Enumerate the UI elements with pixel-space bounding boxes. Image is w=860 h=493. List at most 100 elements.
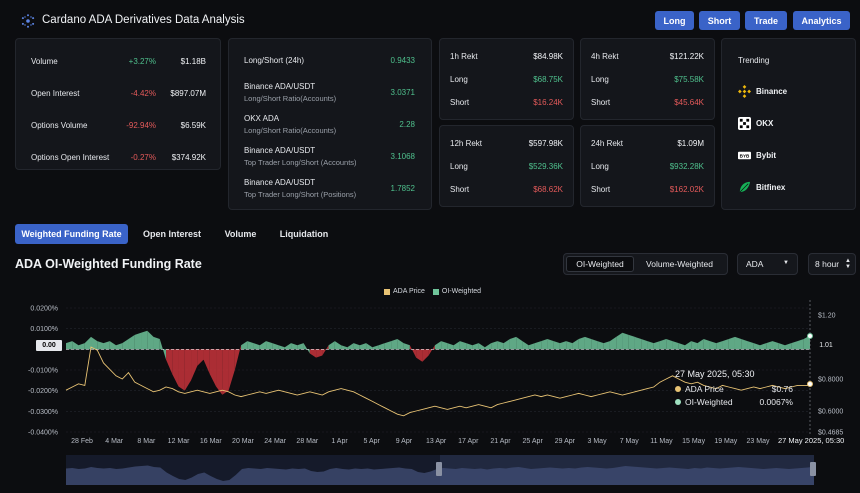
ratio-value: 3.1068 bbox=[390, 152, 415, 161]
ada-price-series bbox=[65, 346, 810, 417]
funding-positive-segment bbox=[697, 339, 704, 350]
funding-negative-segment bbox=[228, 349, 235, 391]
funding-positive-segment bbox=[709, 341, 717, 350]
trade-button[interactable]: Trade bbox=[745, 11, 787, 30]
rekt-total: $121.22K bbox=[669, 52, 704, 61]
funding-positive-segment bbox=[447, 343, 454, 350]
rekt-short-label: Short bbox=[450, 98, 470, 107]
funding-positive-segment bbox=[509, 336, 517, 350]
chart-tooltip: 27 May 2025, 05:30 ADA Price $0.76 OI-We… bbox=[675, 369, 793, 419]
ratio-value: 2.28 bbox=[399, 120, 415, 129]
tooltip-row-oi: OI-Weighted 0.0067% bbox=[675, 397, 793, 407]
rekt-title: 1h Rekt bbox=[450, 52, 478, 61]
ratio-label: Binance ADA/USDT bbox=[244, 82, 316, 91]
funding-positive-segment bbox=[616, 332, 623, 350]
funding-positive-segment bbox=[122, 339, 129, 350]
metric-change: -92.94% bbox=[126, 121, 156, 130]
funding-rate-chart[interactable]: 0.0200% 0.0100% -0.0100% -0.0200% -0.0300% -0… bbox=[0, 298, 860, 493]
trending-item-bybit[interactable]: BYB Bybit bbox=[738, 149, 776, 162]
tab-open-interest[interactable]: Open Interest bbox=[142, 229, 201, 239]
rekt-long-value: $932.28K bbox=[669, 162, 704, 171]
funding-positive-segment bbox=[628, 334, 635, 350]
trending-item-bitfinex[interactable]: Bitfinex bbox=[738, 181, 785, 194]
interval-select-value: 8 hour bbox=[815, 259, 840, 269]
x-tick-label: 28 Feb bbox=[71, 438, 93, 445]
rekt-long-value: $529.36K bbox=[528, 162, 563, 171]
funding-positive-segment bbox=[297, 343, 304, 350]
funding-positive-segment bbox=[278, 345, 285, 350]
rekt-long-value: $75.58K bbox=[674, 75, 704, 84]
tooltip-label: ADA Price bbox=[685, 384, 724, 394]
funding-positive-segment bbox=[341, 345, 348, 350]
page-title: Cardano ADA Derivatives Data Analysis bbox=[42, 14, 245, 26]
funding-negative-segment bbox=[203, 349, 210, 375]
interval-select[interactable]: 8 hour ▲ ▼ bbox=[808, 253, 856, 275]
tooltip-value: 0.0067% bbox=[759, 397, 793, 407]
tab-volume[interactable]: Volume bbox=[224, 229, 257, 239]
funding-negative-segment bbox=[416, 349, 423, 362]
funding-positive-segment bbox=[147, 330, 154, 350]
cardano-logo-icon bbox=[21, 14, 35, 28]
right-axis: $1.20 $0.8000 $0.6000 $0.4685 bbox=[818, 313, 843, 437]
metric-change: -4.42% bbox=[130, 89, 156, 98]
funding-positive-segment bbox=[403, 343, 410, 350]
funding-positive-segment bbox=[772, 341, 779, 350]
funding-positive-segment bbox=[784, 343, 792, 350]
weight-toggle: OI-Weighted Volume-Weighted bbox=[563, 253, 728, 275]
range-navigator[interactable] bbox=[66, 455, 816, 485]
volume-weighted-option[interactable]: Volume-Weighted bbox=[646, 259, 713, 269]
metric-value: $374.92K bbox=[171, 153, 206, 162]
funding-positive-segment bbox=[603, 341, 610, 350]
funding-positive-segment bbox=[259, 341, 267, 350]
legend-ada-price[interactable]: ADA Price bbox=[384, 288, 425, 295]
rekt-title: 4h Rekt bbox=[591, 52, 619, 61]
long-button[interactable]: Long bbox=[655, 11, 694, 30]
funding-positive-segment bbox=[528, 343, 535, 350]
chart-legend: ADA Price OI-Weighted bbox=[384, 288, 481, 295]
rekt-total: $84.98K bbox=[533, 52, 563, 61]
rekt-long-label: Long bbox=[450, 75, 468, 84]
funding-positive-segment bbox=[372, 345, 379, 350]
trending-item-binance[interactable]: Binance bbox=[738, 85, 787, 98]
funding-positive-segment bbox=[353, 343, 360, 350]
trending-item-okx[interactable]: OKX bbox=[738, 117, 773, 130]
rekt-long-label: Long bbox=[591, 75, 609, 84]
rekt-short-value: $45.64K bbox=[674, 98, 704, 107]
funding-positive-segment bbox=[453, 341, 460, 350]
trending-item-label: Bitfinex bbox=[756, 183, 786, 192]
right-tick-label: $0.6000 bbox=[818, 408, 843, 415]
funding-negative-segment bbox=[197, 349, 204, 366]
oi-weighted-option[interactable]: OI-Weighted bbox=[566, 256, 634, 272]
funding-positive-segment bbox=[778, 343, 785, 350]
legend-oi-weighted[interactable]: OI-Weighted bbox=[432, 288, 481, 295]
funding-positive-segment bbox=[559, 341, 567, 350]
rekt-long-value: $68.75K bbox=[533, 75, 563, 84]
funding-negative-segment bbox=[172, 349, 179, 387]
funding-positive-segment bbox=[284, 343, 292, 350]
funding-positive-segment bbox=[747, 341, 754, 350]
svg-text:BYB: BYB bbox=[740, 154, 750, 159]
trending-item-label: OKX bbox=[756, 119, 774, 128]
x-tick-label: 12 Mar bbox=[168, 438, 190, 445]
ada-price-line bbox=[65, 346, 810, 417]
left-tick-label: -0.0400% bbox=[28, 430, 58, 437]
funding-positive-segment bbox=[78, 343, 85, 350]
rekt-short-value: $68.62K bbox=[533, 185, 563, 194]
rekt-total: $1.09M bbox=[677, 139, 704, 148]
tooltip-value: $0.76 bbox=[771, 384, 793, 394]
chevron-updown-icon: ▲ ▼ bbox=[845, 258, 851, 270]
tab-weighted-funding-rate[interactable]: Weighted Funding Rate bbox=[15, 224, 128, 244]
analytics-button[interactable]: Analytics bbox=[793, 11, 850, 30]
funding-positive-segment bbox=[291, 343, 298, 350]
left-tick-label: -0.0100% bbox=[28, 368, 58, 375]
short-button[interactable]: Short bbox=[699, 11, 740, 30]
ratio-label: OKX ADA bbox=[244, 114, 280, 123]
tooltip-label: OI-Weighted bbox=[685, 397, 733, 407]
rekt-panel-4h: 4h Rekt $121.22K Long $75.58K Short $45.64K bbox=[580, 38, 715, 120]
funding-positive-segment bbox=[672, 341, 679, 350]
coin-select[interactable]: ADA ▼ bbox=[737, 253, 798, 275]
ratio-value: 1.7852 bbox=[390, 184, 415, 193]
funding-positive-segment bbox=[516, 336, 523, 350]
funding-positive-segment bbox=[753, 343, 760, 350]
tab-liquidation[interactable]: Liquidation bbox=[279, 229, 329, 239]
